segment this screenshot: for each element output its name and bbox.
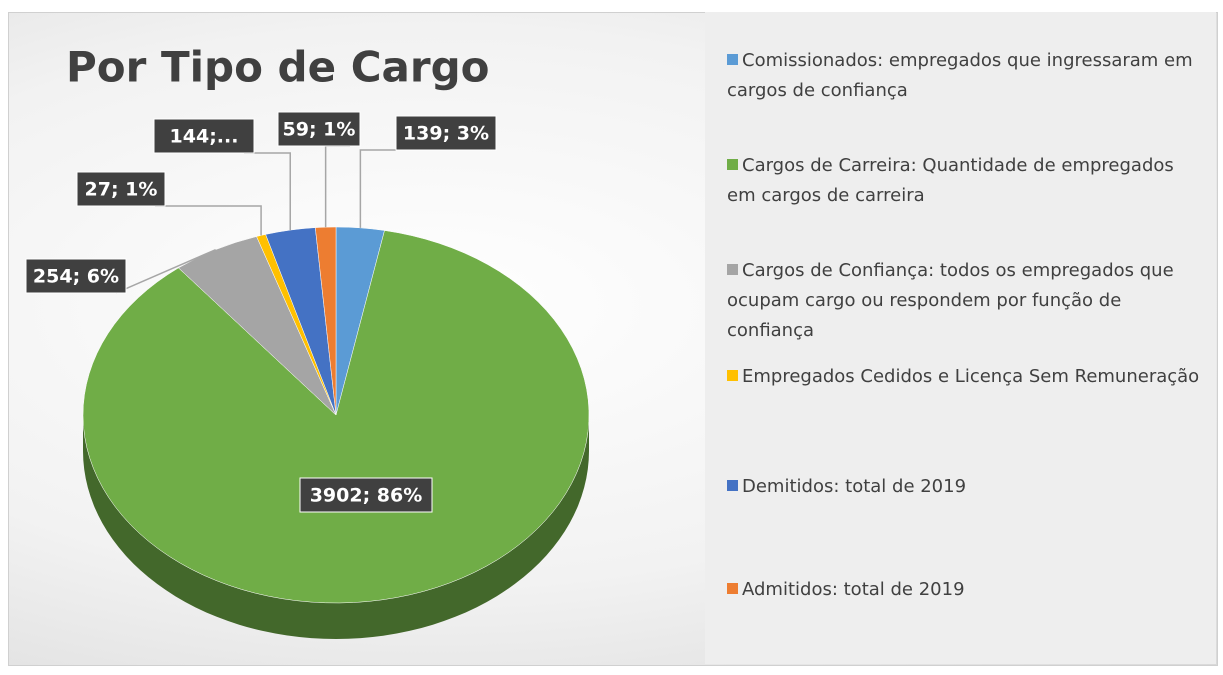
data-label: 3902; 86% xyxy=(310,485,423,507)
data-label-box xyxy=(76,171,166,207)
legend: Comissionados: empregados que ingressara… xyxy=(705,12,1216,664)
data-label: 144;... xyxy=(170,126,239,148)
legend-swatch xyxy=(727,264,738,275)
data-label: 254; 6% xyxy=(33,266,119,288)
legend-label: Cargos de Confiança: todos os empregados… xyxy=(727,260,1174,341)
data-label: 59; 1% xyxy=(283,119,356,141)
legend-entry: Cargos de Confiança: todos os empregados… xyxy=(727,256,1207,346)
leader-line xyxy=(359,149,396,228)
leader-line xyxy=(324,145,350,228)
data-label-box xyxy=(277,111,361,147)
legend-entry: Cargos de Carreira: Quantidade de empreg… xyxy=(727,151,1207,211)
data-label: 139; 3% xyxy=(403,123,489,145)
legend-entry: Empregados Cedidos e Licença Sem Remuner… xyxy=(727,362,1207,392)
chart: Por Tipo de Cargo 139; 3% 3902; 86% 254; 6… xyxy=(25,43,590,639)
legend-label: Cargos de Carreira: Quantidade de empreg… xyxy=(727,155,1174,206)
data-label-box xyxy=(25,258,127,294)
leader-line xyxy=(155,205,262,236)
leader-line xyxy=(244,152,291,231)
legend-swatch xyxy=(727,480,738,491)
legend-label: Comissionados: empregados que ingressara… xyxy=(727,50,1193,101)
legend-entry: Demitidos: total de 2019 xyxy=(727,472,1207,502)
leader-line xyxy=(115,248,216,294)
data-label-box xyxy=(395,115,497,151)
legend-entry: Admitidos: total de 2019 xyxy=(727,575,1207,605)
legend-label: Admitidos: total de 2019 xyxy=(742,579,965,600)
legend-swatch xyxy=(727,583,738,594)
slice xyxy=(315,226,337,416)
legend-swatch xyxy=(727,54,738,65)
slice xyxy=(82,230,590,604)
data-label: 27; 1% xyxy=(85,179,158,201)
legend-swatch xyxy=(727,159,738,170)
legend-swatch xyxy=(727,370,738,381)
legend-entry: Comissionados: empregados que ingressara… xyxy=(727,46,1207,106)
chart-title: Por Tipo de Cargo xyxy=(66,43,490,92)
slice-side xyxy=(83,415,589,639)
data-label-box xyxy=(299,477,433,513)
legend-label: Demitidos: total de 2019 xyxy=(742,476,967,497)
legend-label: Empregados Cedidos e Licença Sem Remuner… xyxy=(742,366,1200,387)
data-label-box xyxy=(153,118,255,154)
